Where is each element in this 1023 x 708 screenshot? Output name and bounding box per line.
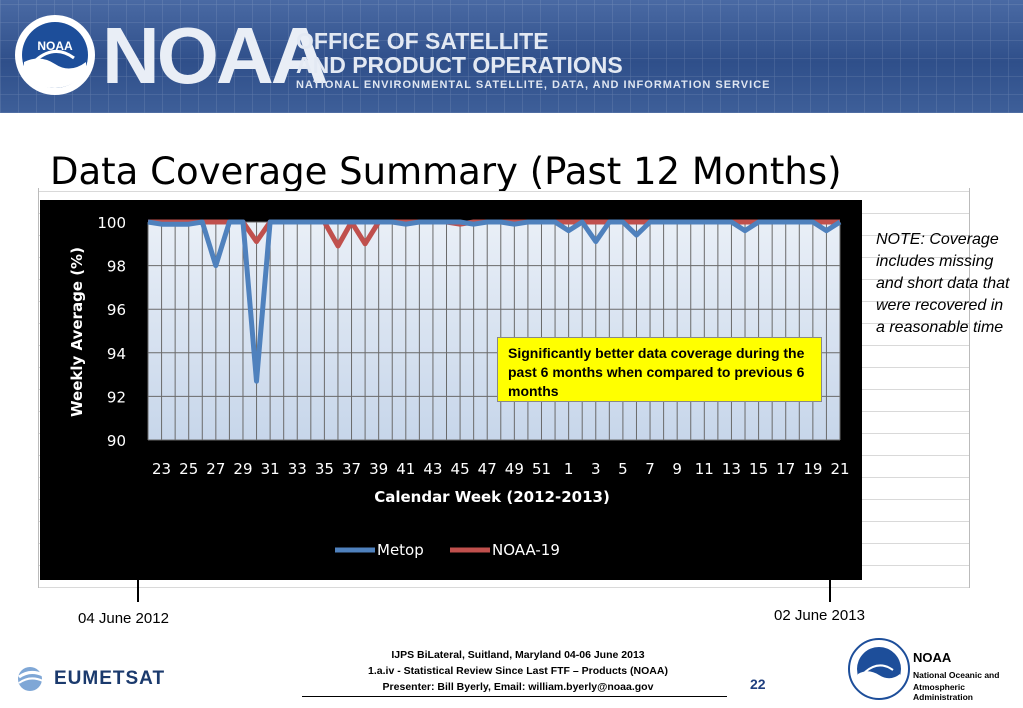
x-tick-label: 15 (749, 460, 768, 478)
y-tick-label: 98 (107, 258, 126, 276)
x-tick-label: 23 (152, 460, 171, 478)
noaa-logo-icon: NOAA (15, 15, 95, 95)
footer-line-1: IJPS BiLateral, Suitland, Maryland 04-06… (391, 649, 645, 661)
x-tick-label: 49 (505, 460, 524, 478)
svg-text:NOAA: NOAA (37, 39, 73, 53)
noaa-seal-icon (848, 638, 910, 700)
y-tick-label: 96 (107, 301, 126, 319)
noaa-org-full-1: National Oceanic and (913, 670, 1000, 680)
x-axis-label: Calendar Week (2012-2013) (374, 488, 610, 506)
office-line-1: OFFICE OF SATELLITE (296, 28, 549, 54)
x-tick-label: 9 (672, 460, 682, 478)
x-tick-label: 29 (233, 460, 252, 478)
x-tick-label: 13 (722, 460, 741, 478)
banner-texture (0, 0, 1023, 113)
eumetsat-wordmark: EUMETSAT (54, 668, 166, 689)
x-tick-label: 27 (206, 460, 225, 478)
slide-title: Data Coverage Summary (Past 12 Months) (50, 150, 842, 193)
x-tick-label: 43 (423, 460, 442, 478)
header-banner: NOAA NOAA OFFICE OF SATELLITE AND PRODUC… (0, 0, 1023, 113)
x-tick-label: 17 (776, 460, 795, 478)
end-date-marker (829, 580, 831, 602)
x-tick-label: 25 (179, 460, 198, 478)
series-line-metop (147, 219, 842, 384)
x-tick-label: 19 (803, 460, 822, 478)
x-tick-label: 21 (830, 460, 849, 478)
chart-legend: Metop NOAA-19 (335, 541, 560, 559)
y-axis-label: Weekly Average (%) (68, 247, 86, 417)
footer-info: IJPS BiLateral, Suitland, Maryland 04-06… (338, 647, 698, 697)
noaa-org-name: NOAA (913, 650, 952, 665)
y-tick-label: 94 (107, 345, 126, 363)
plot-area (148, 222, 840, 440)
office-line-2: AND PRODUCT OPERATIONS (296, 52, 623, 78)
noaa-org-full-2: Atmospheric Administration (913, 682, 973, 702)
footer-line-3: Presenter: Bill Byerly, Email: william.b… (382, 681, 654, 693)
chart-annotation: Significantly better data coverage durin… (497, 337, 822, 402)
x-tick-label: 5 (618, 460, 628, 478)
legend-label: Metop (377, 541, 424, 559)
start-date: 04 June 2012 (78, 610, 169, 627)
x-tick-label: 51 (532, 460, 551, 478)
end-date: 02 June 2013 (774, 607, 865, 624)
x-tick-label: 47 (478, 460, 497, 478)
footer-divider (302, 696, 727, 697)
noaa-wordmark: NOAA (102, 11, 329, 100)
x-tick-label: 39 (369, 460, 388, 478)
service-line: NATIONAL ENVIRONMENTAL SATELLITE, DATA, … (296, 79, 771, 91)
eumetsat-globe-icon (18, 667, 44, 691)
x-tick-label: 35 (315, 460, 334, 478)
x-tick-label: 11 (695, 460, 714, 478)
page-number: 22 (750, 676, 766, 692)
x-tick-label: 37 (342, 460, 361, 478)
x-tick-label: 45 (451, 460, 470, 478)
start-date-marker (137, 580, 139, 602)
y-tick-label: 92 (107, 388, 126, 406)
x-tick-label: 33 (288, 460, 307, 478)
coverage-note: NOTE: Coverage includes missing and shor… (876, 231, 1010, 336)
x-tick-label: 3 (591, 460, 601, 478)
x-tick-label: 41 (396, 460, 415, 478)
y-tick-label: 90 (107, 432, 126, 450)
x-tick-label: 7 (645, 460, 655, 478)
y-tick-label: 100 (97, 214, 126, 232)
legend-label: NOAA-19 (492, 541, 560, 559)
x-tick-label: 31 (261, 460, 280, 478)
eumetsat-logo: EUMETSAT (16, 664, 165, 694)
footer-line-2: 1.a.iv - Statistical Review Since Last F… (368, 665, 668, 677)
x-tick-label: 1 (564, 460, 574, 478)
